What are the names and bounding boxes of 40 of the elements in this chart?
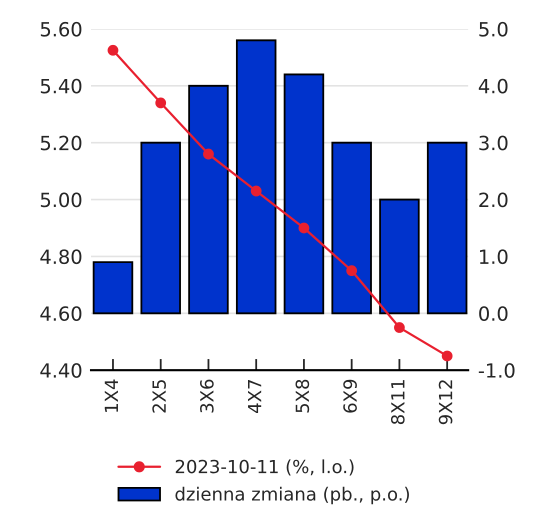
y2-tick-label: 2.0 (479, 192, 508, 208)
point (298, 222, 310, 234)
bar (92, 261, 134, 314)
y-tick-label: 4.60 (40, 306, 82, 321)
point (250, 186, 262, 196)
bar (379, 198, 420, 314)
y2-tick-label: -1.0 (478, 363, 515, 378)
x-tick-label: 9X12 (438, 380, 452, 424)
y-tick-label: 4.40 (40, 363, 82, 378)
x-tick-label: 5X8 (296, 380, 310, 412)
x-tick-label: 3X6 (200, 380, 214, 412)
y2-tick-label: 1.0 (480, 249, 508, 264)
y-tick-label: 4.80 (40, 249, 82, 264)
point (394, 322, 405, 333)
x-tick-label: 8X11 (390, 380, 405, 424)
y2-tick-label: 0.0 (479, 306, 508, 321)
y2-tick-label: 4.0 (478, 78, 508, 94)
x-tick-label: 1X4 (104, 380, 118, 412)
legend-label: 2023-10-11 (%, l.o.) (176, 459, 354, 476)
bar (236, 39, 276, 314)
y-tick-label: 5.20 (40, 136, 82, 150)
x-tick-label: 2X5 (152, 380, 166, 413)
point (203, 148, 214, 160)
bar (140, 142, 181, 314)
legend-label: dzienna zmiana (pb., p.o.) (175, 486, 409, 504)
bar (426, 142, 468, 314)
x-tick-label: 4X7 (248, 380, 262, 413)
bar (284, 74, 324, 314)
y2-tick-label: 3.0 (479, 136, 508, 150)
y-tick-label: 5.60 (40, 22, 82, 37)
point (108, 44, 118, 56)
bar (331, 142, 372, 314)
bar (188, 84, 229, 314)
x-tick-label: 6X9 (343, 380, 357, 413)
y-tick-label: 5.00 (40, 192, 82, 208)
point (155, 98, 166, 108)
y-tick-label: 5.40 (40, 78, 82, 94)
y2-tick-label: 5.0 (479, 22, 508, 37)
point (442, 350, 453, 362)
point (346, 265, 358, 276)
